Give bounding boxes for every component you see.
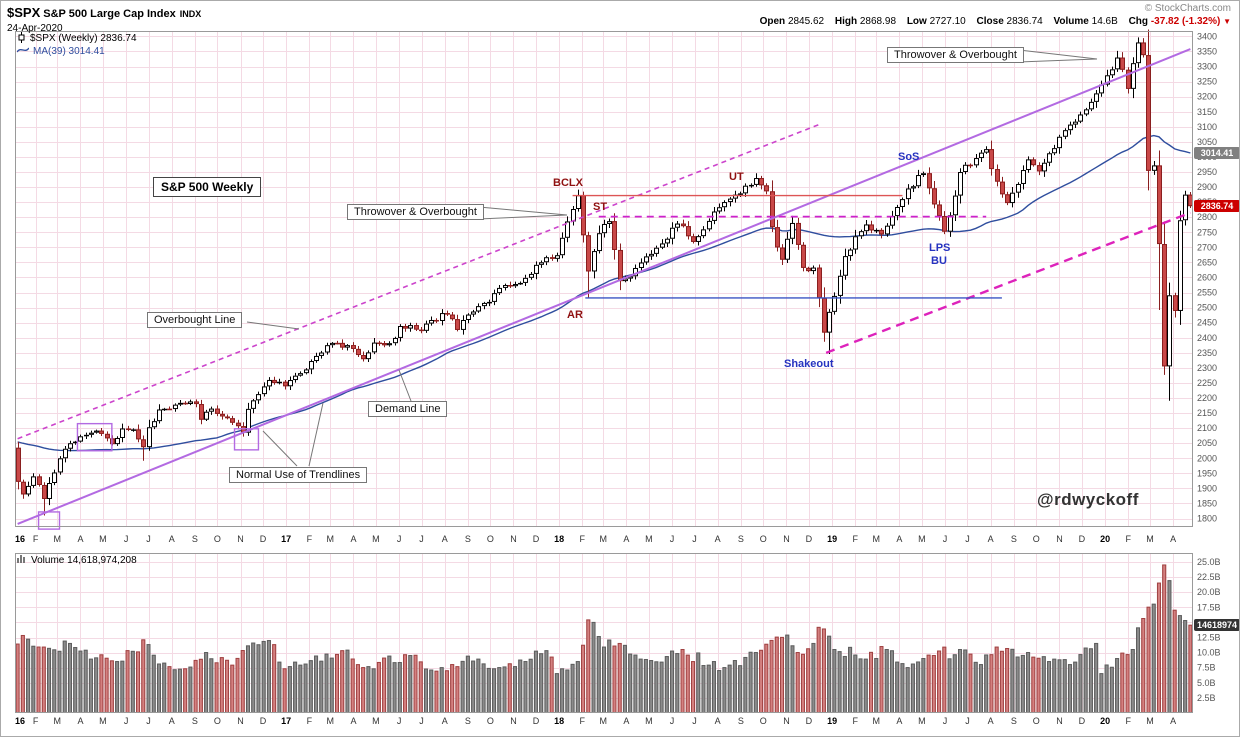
st-tag: ST — [593, 201, 608, 213]
quote-open-label: Open — [759, 16, 786, 27]
header-left: $SPX S&P 500 Large Cap Index INDX 24-Apr-2… — [7, 4, 201, 34]
volume-bars-icon — [17, 554, 27, 566]
quote-volume-value: 14.6B — [1091, 16, 1118, 27]
ma-value-bubble: 3014.41 — [1194, 146, 1239, 159]
ut-tag: UT — [729, 171, 744, 183]
overbought-line-label: Overbought Line — [147, 312, 243, 328]
quote-high-value: 2868.98 — [859, 16, 897, 27]
author-watermark: @rdwyckoff — [1037, 490, 1139, 509]
close-value-bubble: 2836.74 — [1194, 200, 1239, 213]
shakeout-tag: Shakeout — [784, 358, 834, 370]
chg-down-triangle-icon: ▼ — [1223, 17, 1231, 26]
ma-legend-label: MA(39) 3014.41 — [33, 46, 105, 57]
chart-date: 24-Apr-2020 — [7, 23, 63, 34]
sos-tag: SoS — [898, 151, 920, 163]
quote-chg-label: Chg — [1128, 16, 1149, 27]
normal-use-trendlines-label: Normal Use of Trendlines — [229, 467, 368, 483]
symbol: $SPX — [7, 5, 41, 20]
bclx-tag: BCLX — [553, 177, 583, 189]
lps-tag: LPS — [929, 242, 951, 254]
quote-volume-label: Volume — [1053, 16, 1089, 27]
quote-open-value: 2845.62 — [787, 16, 825, 27]
volume-legend-label: Volume 14,618,974,208 — [31, 554, 137, 566]
quote-high-label: High — [834, 16, 858, 27]
volume-value-bubble: 14618974 — [1194, 618, 1239, 631]
chart-title-label: S&P 500 Weekly — [153, 177, 262, 197]
demand-line-label: Demand Line — [368, 401, 448, 417]
throwover-callout-2018: Throwover & Overbought — [347, 204, 484, 220]
quote-low-label: Low — [906, 16, 927, 27]
throwover-callout-2020: Throwover & Overbought — [887, 47, 1024, 63]
quote-line: Open 2845.62 High 2868.98 Low 2727.10 Cl… — [752, 16, 1231, 27]
candlestick-icon — [17, 31, 26, 46]
quote-close-label: Close — [976, 16, 1004, 27]
quote-low-value: 2727.10 — [929, 16, 966, 27]
price-legend-label: $SPX (Weekly) 2836.74 — [30, 33, 137, 44]
price-legend: $SPX (Weekly) 2836.74 MA(39) 3014.41 — [16, 31, 137, 58]
ar-tag: AR — [567, 309, 583, 321]
bu-tag: BU — [931, 255, 947, 267]
symbol-name: S&P 500 Large Cap Index — [43, 8, 176, 20]
volume-legend: Volume 14,618,974,208 — [17, 554, 137, 566]
exchange-label: INDX — [179, 9, 202, 19]
quote-chg-value: -37.82 (-1.32%) — [1150, 16, 1221, 27]
stockcharts-credit-link[interactable]: © StockCharts.com — [1144, 3, 1231, 14]
quote-close-value: 2836.74 — [1006, 16, 1043, 27]
ma-line-icon — [16, 46, 30, 57]
